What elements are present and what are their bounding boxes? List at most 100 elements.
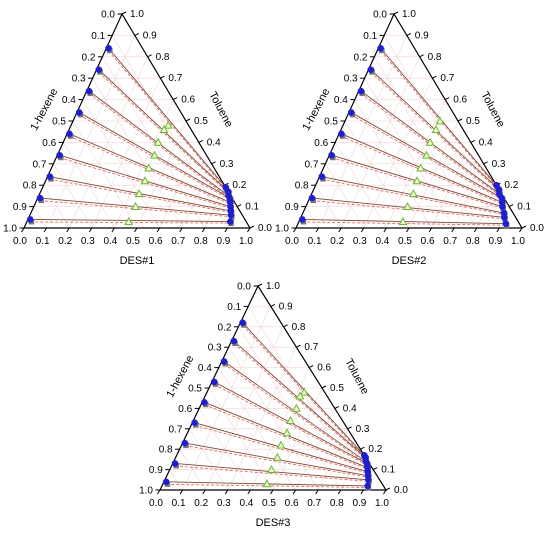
tie-line-calc xyxy=(184,445,369,478)
ternary-chart-3: 0.00.0 1.00.10.1 0.90.20.2 0.80.30.3 0.70.40… xyxy=(139,281,408,529)
tie-line-calc xyxy=(214,384,368,466)
left-tick-label: 0.9 xyxy=(285,202,299,213)
ternary-chart-1: 0.00.0 1.00.10.1 0.90.20.2 0.80.30.3 0.70.40… xyxy=(3,9,272,267)
bottom-tick-label: 0.8 xyxy=(466,236,480,247)
bottom-tick-label: 0.0 xyxy=(149,498,163,509)
tick-mark xyxy=(360,489,364,495)
feed-point xyxy=(159,124,169,133)
grid-line xyxy=(72,120,138,229)
tick-mark xyxy=(43,227,48,233)
right-tick-label: 0.0 xyxy=(258,223,272,234)
tick-mark xyxy=(360,446,365,450)
left-tick-label: 0.7 xyxy=(304,159,318,170)
grid-line xyxy=(136,120,187,229)
tick-mark xyxy=(185,118,191,122)
grid-line xyxy=(46,35,136,229)
tick-mark xyxy=(444,97,450,101)
tick-mark xyxy=(334,405,340,409)
tick-mark xyxy=(147,54,152,58)
tick-mark xyxy=(432,75,437,79)
feed-point xyxy=(262,479,272,488)
grid-line xyxy=(92,78,183,229)
right-tick-label: 0.7 xyxy=(168,73,182,84)
raffinate-point xyxy=(36,194,44,202)
ticks: 0.00.0 1.00.10.1 0.90.20.2 0.80.30.3 0.70.40… xyxy=(139,281,408,509)
bottom-tick-label: 0.3 xyxy=(217,498,231,509)
feed-point xyxy=(163,120,173,129)
grid-line xyxy=(318,35,408,229)
right-tick-label: 1.0 xyxy=(266,281,280,292)
left-tick-label: 0.8 xyxy=(23,181,37,192)
tick-mark xyxy=(496,227,500,233)
raffinate-point xyxy=(85,87,93,95)
grid-line xyxy=(325,163,365,229)
tick-mark xyxy=(160,75,165,79)
raffinate-point xyxy=(26,216,34,223)
bottom-tick-label: 0.2 xyxy=(194,498,208,509)
raffinate-point xyxy=(191,419,198,426)
right-tick-label: 0.2 xyxy=(368,444,382,455)
grid-line xyxy=(305,206,319,229)
tie-lines xyxy=(298,44,510,229)
tick-mark xyxy=(393,11,399,15)
left-tick-label: 0.2 xyxy=(217,322,231,333)
feed-point xyxy=(134,189,144,198)
left-tick-label: 1.0 xyxy=(3,224,17,235)
tick-mark xyxy=(198,139,204,143)
right-tick-label: 1.0 xyxy=(402,9,416,20)
bottom-tick-label: 1.0 xyxy=(511,236,525,247)
grid-line xyxy=(334,142,387,229)
tie-line-calc xyxy=(204,404,368,470)
tie-lines xyxy=(26,44,235,227)
right-tick-label: 0.4 xyxy=(207,137,221,148)
bottom-tick-label: 0.4 xyxy=(375,236,389,247)
left-tick-label: 0.3 xyxy=(344,74,358,85)
tie-line xyxy=(108,47,227,188)
raffinate-point xyxy=(201,398,208,406)
feed-point xyxy=(272,452,282,461)
tie-line xyxy=(380,47,497,186)
feed-point xyxy=(422,150,431,159)
feed-point xyxy=(431,124,441,133)
tick-mark xyxy=(111,227,115,233)
raffinate-point xyxy=(220,358,228,365)
feed-point xyxy=(144,163,154,172)
right-tick-label: 0.1 xyxy=(245,202,259,213)
bottom-tick-label: 0.7 xyxy=(443,236,457,247)
right-tick-label: 0.9 xyxy=(279,301,293,312)
tick-mark xyxy=(508,204,514,208)
raffinate-point xyxy=(162,478,170,486)
bottom-tick-label: 0.6 xyxy=(421,236,435,247)
raffinate-point xyxy=(171,460,179,467)
right-tick-label: 0.9 xyxy=(415,30,429,41)
raffinate-point xyxy=(347,109,355,116)
tick-mark xyxy=(157,489,161,495)
tick-mark xyxy=(247,227,251,233)
right-axis-title: Toluene xyxy=(206,90,235,130)
right-tick-label: 0.9 xyxy=(143,30,157,41)
feed-point xyxy=(398,216,408,225)
left-tick-label: 0.8 xyxy=(295,181,309,192)
right-tick-label: 0.8 xyxy=(428,52,442,63)
bottom-tick-label: 0.9 xyxy=(352,498,366,509)
tick-mark xyxy=(270,303,276,307)
grid-line xyxy=(453,163,484,229)
left-tick-label: 0.9 xyxy=(13,202,27,213)
right-tick-label: 0.2 xyxy=(504,180,518,191)
raffinate-point xyxy=(357,87,365,95)
tick-mark xyxy=(296,344,301,348)
left-tick-label: 0.7 xyxy=(32,159,46,170)
extract-point xyxy=(502,220,510,228)
ternary-chart-2: 0.00.0 1.00.10.1 0.90.20.2 0.80.30.3 0.70.40… xyxy=(275,9,544,267)
tick-mark xyxy=(360,227,365,233)
tick-mark xyxy=(179,489,184,495)
tick-mark xyxy=(249,225,255,229)
tick-mark xyxy=(457,118,463,122)
grid-line xyxy=(181,163,212,229)
bottom-tick-label: 0.8 xyxy=(330,498,344,509)
grid-line xyxy=(247,306,364,491)
bottom-tick-label: 0.2 xyxy=(330,236,344,247)
grid-line xyxy=(374,56,478,229)
tick-mark xyxy=(247,489,251,495)
feed-point xyxy=(276,440,286,449)
